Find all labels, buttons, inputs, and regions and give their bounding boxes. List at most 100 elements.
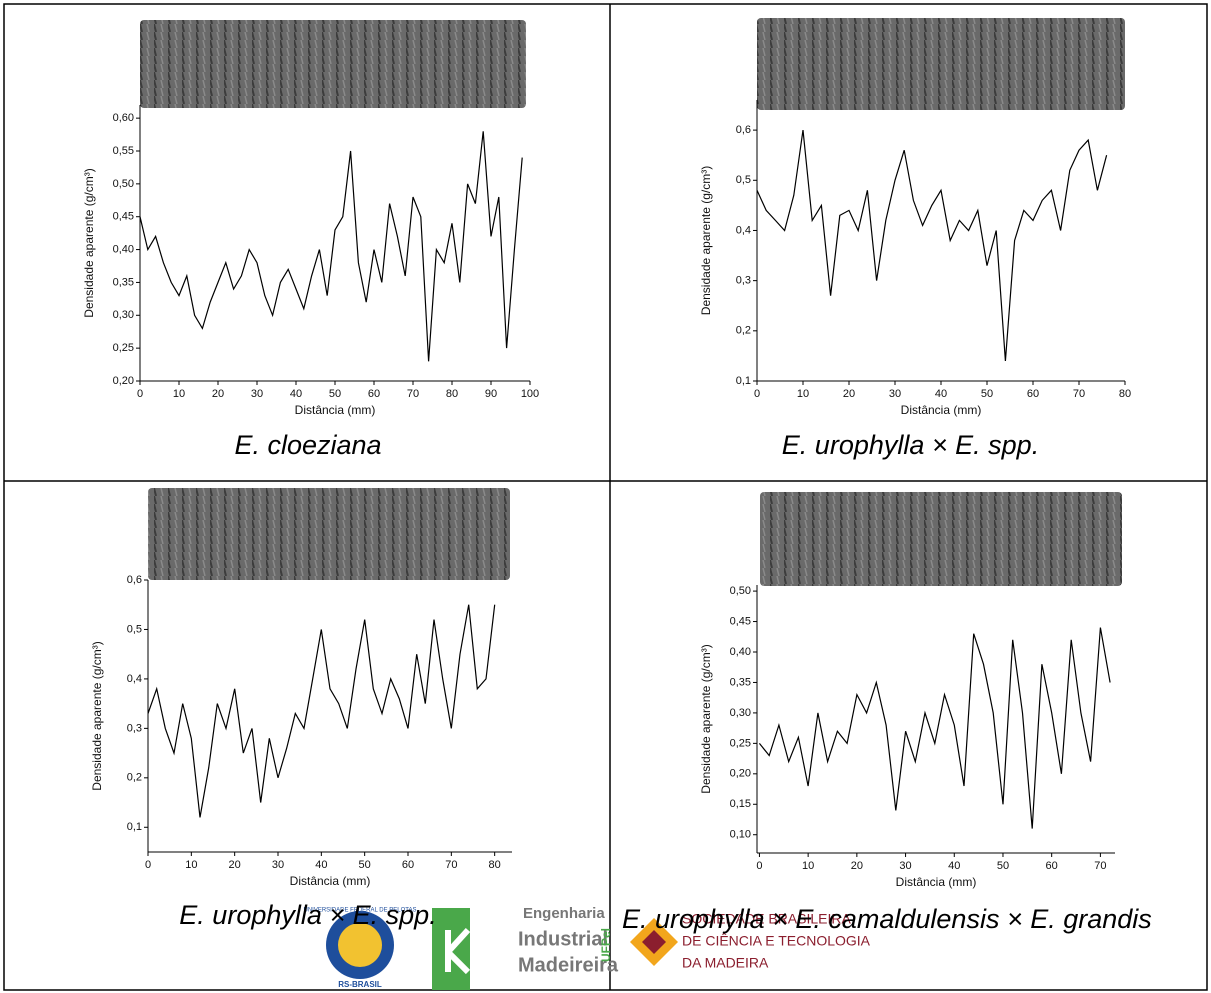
x-tick-label: 100	[521, 388, 539, 400]
y-tick-label: 0,35	[113, 276, 134, 288]
x-tick-label: 30	[272, 859, 284, 871]
y-tick-label: 0,20	[113, 375, 134, 387]
x-tick-label: 10	[802, 860, 814, 872]
x-tick-label: 10	[173, 388, 185, 400]
y-tick-label: 0,20	[730, 768, 751, 780]
x-tick-label: 70	[1073, 388, 1085, 400]
logo-text: UNIVERSIDADE FEDERAL DE PELOTAS	[303, 908, 416, 914]
x-tick-label: 0	[754, 388, 760, 400]
y-tick-label: 0,6	[127, 574, 142, 586]
x-tick-label: 50	[329, 388, 341, 400]
y-tick-label: 0,55	[113, 145, 134, 157]
y-tick-label: 0,2	[127, 772, 142, 784]
caption: E. urophylla × E. spp.	[781, 430, 1040, 460]
y-axis-label: Densidade aparente (g/cm³)	[90, 641, 104, 790]
table-borders	[3, 3, 1208, 991]
logos: UNIVERSIDADE FEDERAL DE PELOTAS RS-BRASI…	[303, 905, 871, 990]
density-line	[758, 627, 1111, 829]
caption: E. urophylla × E. camaldulensis × E. gra…	[622, 904, 1152, 934]
x-tick-label: 40	[935, 388, 947, 400]
x-tick-label: 80	[446, 388, 458, 400]
wood-sample	[140, 20, 526, 108]
y-tick-label: 0,40	[730, 646, 751, 658]
x-tick-label: 20	[843, 388, 855, 400]
x-tick-label: 50	[981, 388, 993, 400]
x-axis-label: Distância (mm)	[290, 874, 371, 888]
x-tick-label: 60	[1027, 388, 1039, 400]
y-tick-label: 0,35	[730, 676, 751, 688]
y-tick-label: 0,5	[127, 623, 142, 635]
x-tick-label: 50	[997, 860, 1009, 872]
y-tick-label: 0,25	[730, 737, 751, 749]
y-tick-label: 0,4	[127, 673, 142, 685]
logo-text: DE CIÊNCIA E TECNOLOGIA	[682, 933, 871, 949]
x-tick-label: 30	[251, 388, 263, 400]
x-axis-label: Distância (mm)	[295, 403, 376, 417]
logo-text: Madeireira	[518, 954, 619, 976]
y-tick-label: 0,15	[730, 798, 751, 810]
y-tick-label: 0,30	[730, 707, 751, 719]
density-line	[139, 131, 523, 362]
density-line	[147, 604, 496, 818]
x-axis-label: Distância (mm)	[901, 403, 982, 417]
y-tick-label: 0,2	[736, 325, 751, 337]
x-tick-label: 0	[145, 859, 151, 871]
x-tick-label: 60	[402, 859, 414, 871]
x-tick-label: 10	[797, 388, 809, 400]
wood-sample	[760, 492, 1122, 586]
x-tick-label: 40	[290, 388, 302, 400]
wood-sample	[148, 488, 510, 580]
x-tick-label: 70	[1094, 860, 1106, 872]
logo-text: SOCIEDADE BRASILEIRA	[682, 911, 851, 927]
x-tick-label: 10	[185, 859, 197, 871]
ufpel-seal-inner	[338, 923, 382, 967]
x-tick-label: 30	[889, 388, 901, 400]
y-tick-label: 0,6	[736, 124, 751, 136]
y-tick-label: 0,10	[730, 829, 751, 841]
x-tick-label: 0	[756, 860, 762, 872]
y-tick-label: 0,3	[127, 722, 142, 734]
charts: 0,200,250,300,350,400,450,500,550,600 10 2…	[82, 18, 1131, 889]
wood-sample	[757, 18, 1125, 110]
logo-text: Industrial	[518, 928, 608, 950]
y-axis-label: Densidade aparente (g/cm³)	[699, 644, 713, 793]
x-tick-label: 50	[359, 859, 371, 871]
x-tick-label: 80	[1119, 388, 1131, 400]
caption: E. urophylla × E. spp.	[179, 900, 437, 930]
y-axis-label: Densidade aparente (g/cm³)	[699, 166, 713, 315]
x-tick-label: 20	[851, 860, 863, 872]
logo-text: UFPel	[599, 928, 613, 962]
y-tick-label: 0,50	[113, 178, 134, 190]
x-tick-label: 20	[229, 859, 241, 871]
sbctm-logo-inner	[642, 930, 666, 954]
density-line	[756, 130, 1108, 361]
x-tick-label: 70	[445, 859, 457, 871]
y-axis-label: Densidade aparente (g/cm³)	[82, 168, 96, 317]
x-axis-label: Distância (mm)	[896, 875, 977, 889]
y-tick-label: 0,50	[730, 585, 751, 597]
y-tick-label: 0,5	[736, 174, 751, 186]
eng-logo-mark	[445, 927, 471, 975]
y-tick-label: 0,30	[113, 309, 134, 321]
x-tick-label: 70	[407, 388, 419, 400]
y-tick-label: 0,1	[127, 821, 142, 833]
y-tick-label: 0,45	[730, 615, 751, 627]
y-tick-label: 0,4	[736, 224, 751, 236]
logo-text: DA MADEIRA	[682, 955, 769, 971]
logo-text: Engenharia	[523, 905, 605, 922]
y-tick-label: 0,1	[736, 375, 751, 387]
caption: E. cloeziana	[234, 430, 382, 460]
logo-text: RS-BRASIL	[338, 980, 382, 989]
y-tick-label: 0,25	[113, 342, 134, 354]
x-tick-label: 60	[1046, 860, 1058, 872]
y-tick-label: 0,45	[113, 211, 134, 223]
y-tick-label: 0,60	[113, 112, 134, 124]
x-tick-label: 30	[899, 860, 911, 872]
x-tick-label: 40	[315, 859, 327, 871]
x-tick-label: 60	[368, 388, 380, 400]
x-tick-label: 90	[485, 388, 497, 400]
x-tick-label: 40	[948, 860, 960, 872]
x-tick-label: 80	[489, 859, 501, 871]
